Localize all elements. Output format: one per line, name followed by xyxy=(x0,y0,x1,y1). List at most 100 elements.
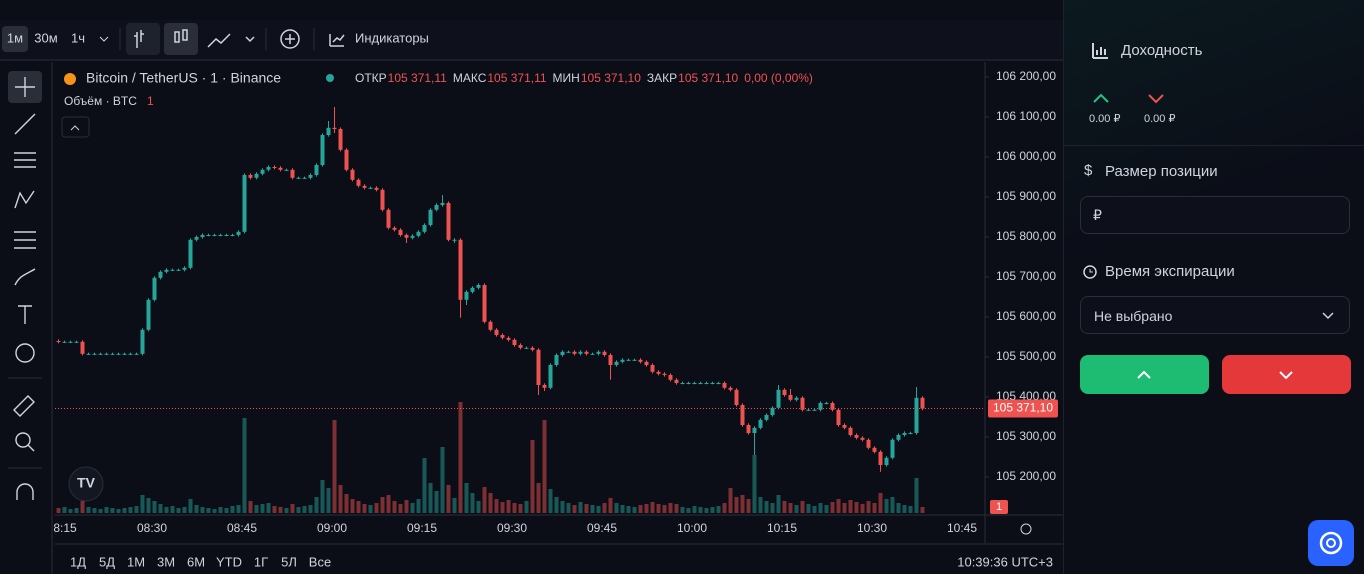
range-button[interactable]: YTD xyxy=(216,554,242,569)
candle-body xyxy=(722,383,727,388)
ohlc-value: 105 371,11 xyxy=(388,71,447,85)
volume-bar xyxy=(794,505,799,513)
volume-bar xyxy=(614,503,619,513)
candle-body xyxy=(152,277,157,300)
ohlc-value: 105 371,11 xyxy=(487,71,546,85)
candle-body xyxy=(380,189,385,210)
volume-bar xyxy=(344,494,349,513)
volume-bar xyxy=(296,507,301,513)
interval-button[interactable]: 1ч xyxy=(71,30,85,45)
volume-bar xyxy=(674,504,679,513)
volume-value: 1 xyxy=(147,94,154,108)
collapse-button[interactable] xyxy=(61,116,90,138)
volume-bar xyxy=(386,495,391,513)
volume-bar xyxy=(86,507,91,513)
help-button[interactable] xyxy=(1308,520,1354,566)
volume-bar xyxy=(182,507,187,513)
candle-body xyxy=(56,341,61,342)
range-button[interactable]: Все xyxy=(309,554,331,569)
settings-icon[interactable] xyxy=(1020,523,1032,535)
volume-bar xyxy=(656,504,661,513)
volume-bar xyxy=(314,497,319,513)
candle-body xyxy=(752,427,757,433)
range-button[interactable]: 1М xyxy=(127,554,145,569)
candle-body xyxy=(254,173,259,178)
volume-bar xyxy=(404,500,409,513)
candle-body xyxy=(614,361,619,365)
candle-body xyxy=(734,389,739,405)
volume-bar xyxy=(410,503,415,513)
volume-bar xyxy=(530,440,535,513)
candle-body xyxy=(500,335,505,338)
sell-button[interactable] xyxy=(1222,355,1351,394)
candle-style-button[interactable] xyxy=(164,23,198,55)
candle-body xyxy=(902,433,907,435)
candle-body xyxy=(806,409,811,411)
volume-bar xyxy=(572,505,577,513)
candle-body xyxy=(206,235,211,236)
candle-body xyxy=(464,291,469,300)
candle-body xyxy=(656,371,661,374)
ohlc-value: 105 371,10 xyxy=(581,71,641,85)
candle-body xyxy=(308,175,313,178)
last-price-label: 105 371,10 xyxy=(993,401,1053,415)
volume-tag-label: 1 xyxy=(996,501,1002,513)
candle-body xyxy=(422,225,427,232)
candle-body xyxy=(146,299,151,330)
interval-button[interactable]: 30м xyxy=(34,30,57,45)
size-input[interactable]: ₽ xyxy=(1080,196,1350,234)
volume-bar xyxy=(374,503,379,513)
volume-bar xyxy=(608,498,613,513)
volume-bar xyxy=(128,507,133,513)
volume-bar xyxy=(524,501,529,513)
y-tick-label: 105 800,00 xyxy=(996,229,1056,243)
volume-bar xyxy=(500,502,505,513)
buy-icon xyxy=(1137,370,1151,379)
buy-button[interactable] xyxy=(1080,355,1209,394)
candle-body xyxy=(476,285,481,288)
volume-bar xyxy=(74,508,79,513)
candle-body xyxy=(530,347,535,350)
x-tick-label: 10:00 xyxy=(677,521,707,535)
candle-body xyxy=(578,351,583,354)
y-tick-label: 105 300,00 xyxy=(996,429,1056,443)
candle-body xyxy=(74,341,79,343)
volume-bar xyxy=(812,506,817,513)
volume-bar xyxy=(116,509,121,513)
range-button[interactable]: 3М xyxy=(157,554,175,569)
indicators-button[interactable]: Индикаторы xyxy=(355,30,429,45)
volume-bar xyxy=(440,447,445,513)
volume-bar xyxy=(56,508,61,513)
clock: 10:39:36 UTC+3 xyxy=(957,554,1053,569)
volume-bar xyxy=(206,508,211,513)
candle-body xyxy=(368,187,373,189)
interval-button[interactable]: 1м xyxy=(7,30,23,45)
ohlc-label: МАКС xyxy=(453,71,487,85)
volume-bar xyxy=(596,506,601,513)
range-button[interactable]: 1Д xyxy=(70,554,86,569)
candle-body xyxy=(542,385,547,388)
range-button[interactable]: 5Л xyxy=(281,554,297,569)
last-price-tag xyxy=(988,399,1058,418)
candle-body xyxy=(866,439,871,448)
candle-body xyxy=(788,395,793,400)
candle-body xyxy=(140,329,145,354)
volume-bar xyxy=(92,508,97,513)
candle-body xyxy=(458,239,463,300)
range-button[interactable]: 5Д xyxy=(99,554,115,569)
range-button[interactable]: 6М xyxy=(187,554,205,569)
candle-body xyxy=(110,353,115,355)
profit-icon xyxy=(1092,43,1108,59)
ohlc-label: МИН xyxy=(553,71,580,85)
volume-bar xyxy=(626,506,631,513)
volume-bar xyxy=(200,507,205,513)
candle-body xyxy=(164,269,169,272)
candle-body xyxy=(650,365,655,372)
candle-body xyxy=(602,351,607,355)
market-status xyxy=(326,74,334,82)
volume-bar xyxy=(68,509,73,513)
bar-style-button[interactable] xyxy=(126,23,160,55)
range-button[interactable]: 1Г xyxy=(254,554,268,569)
expiry-select[interactable]: Не выбрано xyxy=(1080,296,1350,334)
candle-body xyxy=(716,383,721,384)
